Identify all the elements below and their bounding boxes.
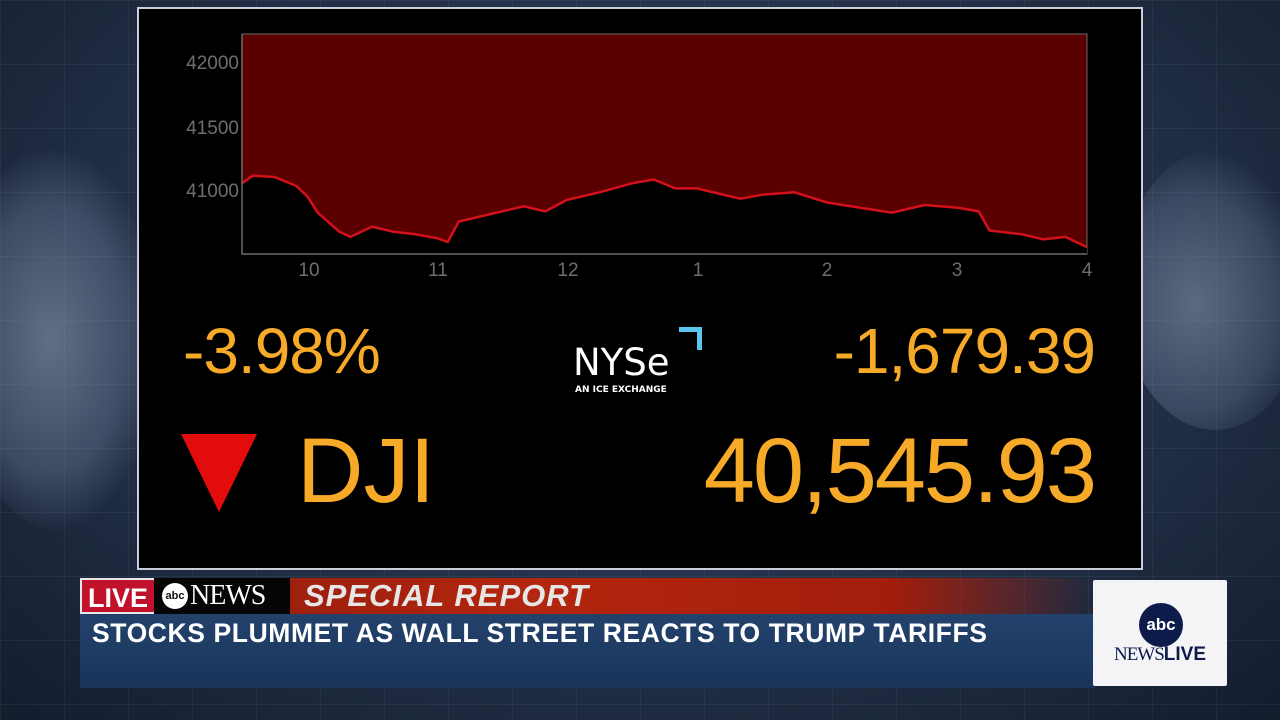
y-tick-41000: 41000 — [186, 181, 239, 202]
market-display: 42000 41500 41000 10 11 12 1 2 3 4 -3.98… — [137, 7, 1143, 570]
x-tick-3: 3 — [951, 260, 963, 281]
live-label: LIVE — [1163, 644, 1207, 665]
background-map-right — [1120, 150, 1280, 430]
percent-change: -3.98% — [183, 315, 381, 387]
live-badge: LIVE — [80, 578, 154, 614]
news-live-wordmark: NEWSLIVE — [1093, 644, 1227, 666]
y-tick-42000: 42000 — [186, 53, 239, 74]
nyse-bracket-icon — [679, 327, 702, 350]
abc-news-logo: abc NEWS — [154, 578, 290, 614]
chart-axes — [241, 34, 1087, 255]
x-tick-2: 2 — [821, 260, 833, 281]
nyse-tagline: AN ICE EXCHANGE — [575, 385, 667, 395]
headline: STOCKS PLUMMET AS WALL STREET REACTS TO … — [92, 618, 988, 648]
chart-price-line — [241, 174, 1088, 249]
x-tick-11: 11 — [428, 260, 448, 281]
abc-logo-icon: abc — [1139, 603, 1183, 647]
index-price: 40,545.93 — [703, 420, 1097, 522]
abc-logo-icon: abc — [162, 583, 188, 609]
y-tick-41500: 41500 — [186, 118, 239, 139]
headline-bar — [80, 614, 1095, 688]
x-tick-1: 1 — [692, 260, 704, 281]
intraday-chart — [241, 33, 1088, 255]
news-label: NEWS — [1113, 644, 1165, 665]
x-tick-10: 10 — [298, 260, 320, 281]
index-ticker: DJI — [297, 420, 435, 522]
news-wordmark: NEWS — [190, 580, 266, 611]
nyse-logo: NYSe AN ICE EXCHANGE — [573, 319, 713, 399]
down-triangle-icon — [181, 434, 257, 512]
x-tick-12: 12 — [557, 260, 579, 281]
nyse-wordmark: NYSe — [573, 341, 670, 384]
segment-title: SPECIAL REPORT — [304, 578, 590, 613]
abc-news-live-bug: abc NEWSLIVE — [1093, 580, 1227, 686]
point-change: -1,679.39 — [833, 315, 1096, 387]
x-tick-4: 4 — [1081, 260, 1093, 281]
